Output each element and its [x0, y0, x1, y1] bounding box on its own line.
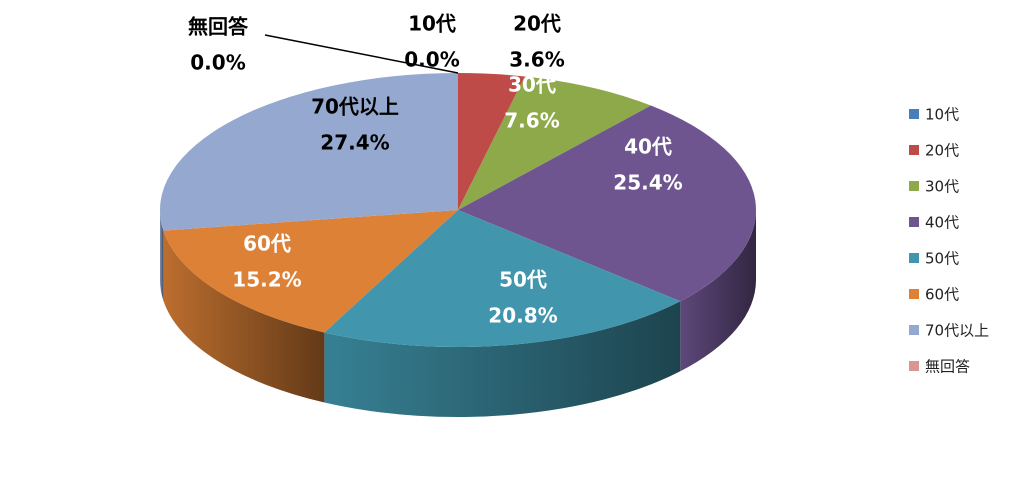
data-label: 7.6%: [504, 109, 559, 133]
legend-swatch: [909, 361, 919, 371]
label-category: 無回答: [188, 15, 249, 39]
pie-sides: [160, 210, 756, 417]
legend-label: 40代: [925, 214, 959, 232]
data-label: 0.0%: [404, 48, 459, 72]
data-label: 15.2%: [232, 268, 301, 292]
label-category: 10代: [408, 12, 456, 36]
legend-swatch: [909, 253, 919, 263]
label-category: 30代: [508, 73, 556, 97]
pie-side: [163, 230, 325, 403]
legend-label: 60代: [925, 286, 959, 304]
pie-slice: [159, 73, 458, 231]
pie-slice: [458, 73, 525, 210]
legend-swatch: [909, 289, 919, 299]
pie-side: [680, 210, 756, 372]
legend-label: 無回答: [925, 358, 970, 376]
legend-label: 30代: [925, 178, 959, 196]
label-category: 60代: [243, 232, 291, 256]
legend-label: 10代: [925, 106, 959, 124]
legend-swatch: [909, 217, 919, 227]
pie-side: [160, 210, 164, 301]
label-category: 50代: [499, 268, 547, 292]
data-label: 25.4%: [613, 171, 682, 195]
pie-slice: [163, 210, 458, 333]
data-label: 20.8%: [488, 304, 557, 328]
pie-slice: [458, 76, 651, 211]
label-category: 20代: [513, 12, 561, 36]
legend-label: 70代以上: [925, 322, 989, 340]
data-label: 27.4%: [320, 131, 389, 155]
legend-label: 20代: [925, 142, 959, 160]
data-label: 0.0%: [190, 51, 245, 75]
pie-slice: [324, 210, 681, 347]
pie-side: [324, 301, 681, 417]
pie-slice: [458, 105, 757, 302]
legend-label: 50代: [925, 250, 959, 268]
leader-line: [264, 34, 459, 74]
data-labels: 10代 0.0% 20代 3.6%30代 7.6% 40代 25.4% 50代 20.8% 60代…: [188, 12, 683, 328]
label-category: 70代以上: [311, 95, 399, 119]
legend-swatch: [909, 145, 919, 155]
label-category: 40代: [624, 135, 672, 159]
data-label: 3.6%: [509, 48, 564, 72]
pie-tops: [159, 73, 757, 347]
legend-swatch: [909, 325, 919, 335]
legend-swatch: [909, 109, 919, 119]
legend-swatch: [909, 181, 919, 191]
